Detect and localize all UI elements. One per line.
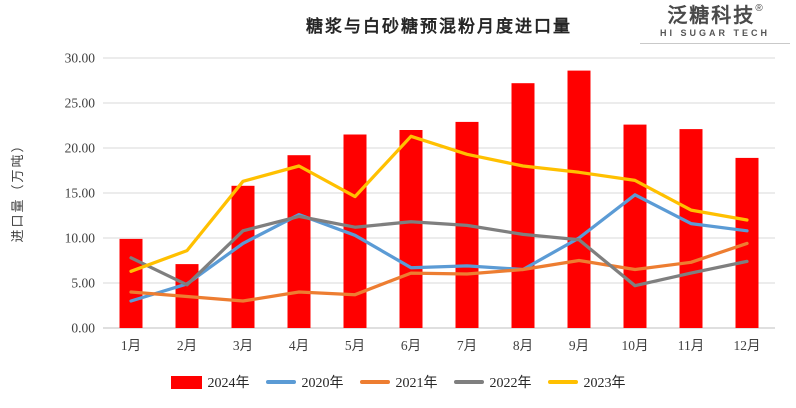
legend-item-2023年: 2023年	[547, 372, 626, 392]
legend-swatch-2020年	[265, 380, 296, 384]
registered-trademark-icon: ®	[755, 3, 763, 14]
x-tick-label: 5月	[345, 338, 365, 353]
bar-2024年-1月	[119, 238, 143, 328]
line-2023年	[129, 134, 749, 273]
line-2022年	[129, 214, 749, 288]
legend-swatch-2024年	[170, 375, 202, 389]
legend-swatch-2023年	[547, 380, 578, 384]
y-tick-label: 20.00	[65, 141, 96, 156]
legend-item-2020年: 2020年	[265, 372, 344, 392]
legend-swatch-2022年	[453, 380, 484, 384]
x-tick-label: 4月	[289, 338, 309, 353]
x-tick-label: 1月	[121, 338, 141, 353]
x-tick-label: 7月	[457, 338, 477, 353]
chart-title: 糖浆与白砂糖预混粉月度进口量	[306, 17, 572, 36]
x-tick-label: 12月	[734, 338, 761, 353]
legend-swatch-2021年	[359, 380, 390, 384]
logo-text-en: HI SUGAR TECH	[659, 28, 770, 38]
y-tick-label: 0.00	[71, 321, 95, 336]
legend-item-2021年: 2021年	[359, 372, 438, 392]
logo: 泛糖科技® HI SUGAR TECH	[640, 3, 790, 44]
y-tick-label: 10.00	[65, 231, 96, 246]
legend-label: 2022年	[489, 376, 532, 391]
line-2021年	[129, 241, 749, 303]
bar-2024年-6月	[399, 130, 423, 328]
logo-text-cn: 泛糖科技	[667, 5, 756, 27]
x-tick-label: 8月	[513, 338, 533, 353]
legend-label: 2021年	[395, 376, 438, 391]
bar-2024年-4月	[287, 155, 311, 328]
x-tick-label: 9月	[569, 338, 589, 353]
x-tick-label: 2月	[177, 338, 197, 353]
bar-2024年-11月	[679, 129, 703, 328]
x-tick-label: 6月	[401, 338, 421, 353]
x-tick-label: 11月	[678, 338, 705, 353]
legend: 2024年 2020年 2021年 2022年 2023年	[0, 372, 796, 392]
line-2020年	[129, 193, 749, 303]
logo-divider	[640, 43, 790, 44]
y-tick-label: 5.00	[71, 276, 95, 291]
bar-2024年-5月	[343, 134, 367, 328]
legend-label: 2023年	[583, 376, 626, 391]
legend-label: 2024年	[207, 376, 250, 391]
y-tick-label: 30.00	[65, 51, 96, 66]
y-tick-label: 15.00	[65, 186, 96, 201]
x-tick-label: 10月	[622, 338, 649, 353]
legend-item-2024年: 2024年	[170, 372, 250, 392]
y-tick-label: 25.00	[65, 96, 96, 111]
bar-2024年-3月	[231, 185, 255, 328]
bar-2024年-10月	[623, 124, 647, 328]
x-tick-label: 3月	[233, 338, 253, 353]
legend-item-2022年: 2022年	[453, 372, 532, 392]
legend-label: 2020年	[301, 376, 344, 391]
bar-2024年-8月	[511, 83, 535, 328]
bar-2024年-9月	[567, 70, 591, 328]
